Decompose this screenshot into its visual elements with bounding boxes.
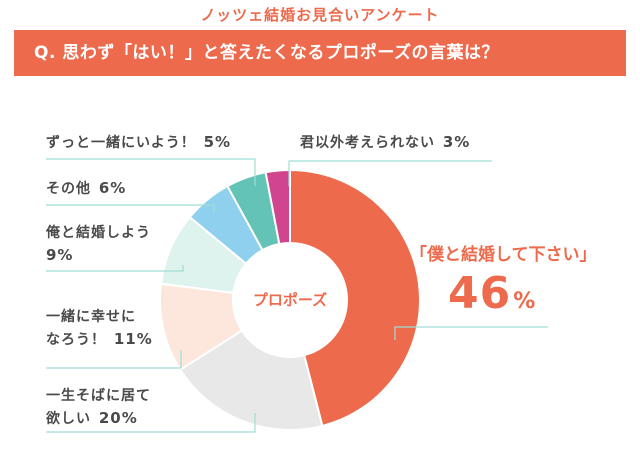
slice-label-kimi: 君以外考えられない 3% <box>300 131 470 154</box>
slice-value-main: 46% <box>448 268 535 319</box>
slice-label-ore: 俺と結婚しよう 9% <box>46 222 151 266</box>
leader-line-ore <box>46 265 184 272</box>
slice-issho <box>178 329 324 431</box>
donut-center-label: プロポーズ <box>252 291 328 309</box>
survey-title: ノッツェ結婚お見合いアンケート <box>200 6 440 24</box>
slice-label-zutto: ずっと一緒にいよう！ 5% <box>46 131 231 154</box>
slice-value-isshoni: 11% <box>113 330 153 348</box>
slice-label-isshoni-line1: 一緒に幸せに <box>46 309 136 325</box>
leader-line-issho <box>46 413 256 433</box>
slice-label-ore-text: 俺と結婚しよう <box>46 225 151 241</box>
slice-label-zutto-text: ずっと一緒にいよう！ <box>46 135 196 151</box>
slice-label-issho: 一生そばに居て 欲しい 20% <box>46 385 151 430</box>
slice-label-isshoni-line2: なろう！ <box>46 332 106 348</box>
slice-label-main: 「僕と結婚して下さい」 <box>410 245 597 265</box>
slice-value-main-number: 46 <box>448 268 512 319</box>
leader-line-zutto <box>46 158 256 186</box>
slice-value-zutto: 5% <box>203 133 232 151</box>
leader-line-isshoni <box>46 350 182 369</box>
slice-value-main-unit: % <box>513 289 536 314</box>
leader-line-sonota <box>46 204 215 213</box>
slice-main <box>289 168 421 428</box>
slice-value-issho: 20% <box>98 409 138 427</box>
leader-line-kimi <box>288 160 492 186</box>
slice-label-issho-line1: 一生そばに居て <box>46 388 151 404</box>
slice-label-issho-line2: 欲しい <box>46 411 91 427</box>
slice-value-sonota: 6% <box>98 179 127 197</box>
leader-line-main <box>394 326 548 340</box>
slice-label-isshoni: 一緒に幸せに なろう！ 11% <box>46 306 153 351</box>
slice-label-sonota-text: その他 <box>46 181 91 197</box>
slice-label-sonota: その他 6% <box>46 177 126 200</box>
slice-value-ore: 9% <box>46 246 74 264</box>
slice-label-kimi-text: 君以外考えられない <box>300 135 435 151</box>
question-banner: Q. 思わず「はい！」と答えたくなるプロポーズの言葉は？ <box>14 30 626 76</box>
slice-value-kimi: 3% <box>442 133 471 151</box>
slice-kimi <box>264 168 291 246</box>
